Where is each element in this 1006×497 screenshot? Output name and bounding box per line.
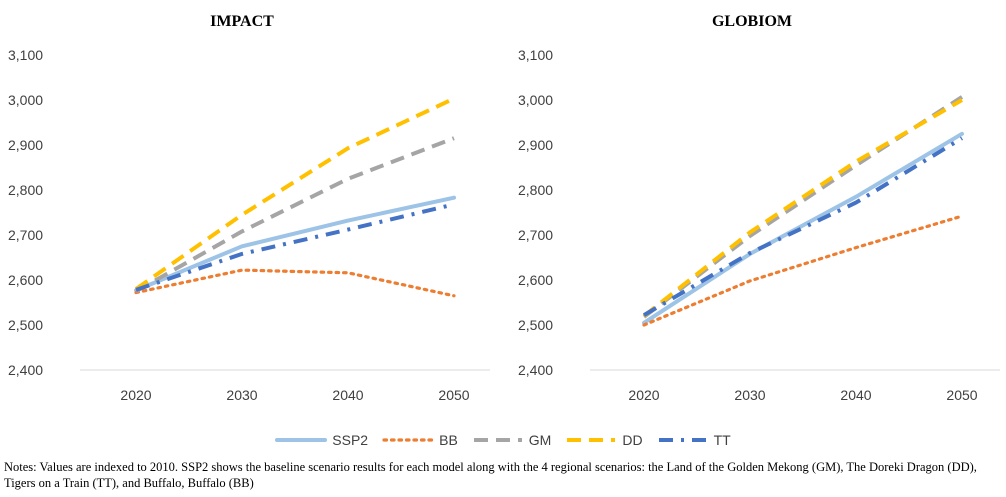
x-tick-label: 2030 (734, 387, 765, 403)
panel-title: IMPACT (210, 13, 274, 30)
y-tick-label: 2,400 (8, 362, 43, 378)
panel-title: GLOBIOM (712, 13, 792, 30)
series-line-ssp2 (134, 195, 456, 293)
legend-swatch (382, 438, 434, 442)
legend-swatch (658, 438, 707, 442)
notes-text: Notes: Values are indexed to 2010. SSP2 … (4, 460, 977, 490)
chart-area: IMPACT 2,400 2,500 2,600 2,700 2,800 2,900 3,00… (8, 13, 1000, 403)
series-line-gm (642, 95, 964, 319)
series-line-dd (134, 96, 455, 291)
x-tick-label: 2020 (120, 387, 151, 403)
y-tick-label: 3,100 (518, 47, 553, 63)
y-tick-label: 3,000 (518, 92, 553, 108)
y-tick-label: 2,600 (518, 272, 553, 288)
x-tick-label: 2020 (628, 387, 659, 403)
y-tick-label: 3,100 (8, 47, 43, 63)
series-line-ssp2 (642, 131, 964, 325)
legend-label: DD (622, 432, 643, 448)
x-tick-label: 2030 (226, 387, 257, 403)
y-tick-label: 2,700 (8, 227, 43, 243)
y-tick-label: 2,900 (518, 137, 553, 153)
series-line-bb (642, 214, 964, 327)
series-line-gm (135, 136, 455, 294)
x-tick-label: 2050 (946, 387, 977, 403)
legend-item-bb: BB (382, 432, 458, 448)
legend-item-gm: GM (472, 432, 552, 448)
legend-swatch (275, 438, 328, 442)
series-line-dd (642, 98, 964, 318)
legend-label: BB (439, 432, 458, 448)
x-tick-label: 2040 (840, 387, 871, 403)
legend-item-tt: TT (657, 432, 731, 448)
y-tick-label: 2,500 (518, 317, 553, 333)
chart-panel-globiom: GLOBIOM 2,400 2,500 2,600 2,700 2,800 2,900 3,0… (518, 13, 1000, 403)
y-tick-label: 2,500 (8, 317, 43, 333)
legend-item-ssp2: SSP2 (275, 432, 368, 448)
legend-swatch (567, 438, 616, 442)
y-tick-label: 3,000 (8, 92, 43, 108)
chart-panel-impact: IMPACT 2,400 2,500 2,600 2,700 2,800 2,900 3,00… (8, 13, 490, 403)
y-tick-label: 2,600 (8, 272, 43, 288)
legend-item-dd: DD (565, 432, 643, 448)
legend-swatch (473, 438, 522, 442)
series-line-tt (135, 202, 455, 292)
x-tick-label: 2050 (438, 387, 469, 403)
y-tick-label: 2,400 (518, 362, 553, 378)
legend-label: TT (713, 432, 731, 448)
legend-label: GM (528, 432, 552, 448)
legend-label: SSP2 (332, 432, 369, 448)
x-tick-label: 2040 (332, 387, 363, 403)
y-tick-label: 2,800 (8, 182, 43, 198)
series-line-tt (642, 136, 964, 317)
y-tick-label: 2,800 (518, 182, 553, 198)
legend: SSP2 BB GM DD TT (0, 430, 1006, 450)
y-tick-label: 2,900 (8, 137, 43, 153)
y-tick-label: 2,700 (518, 227, 553, 243)
series-line-bb (134, 268, 456, 298)
